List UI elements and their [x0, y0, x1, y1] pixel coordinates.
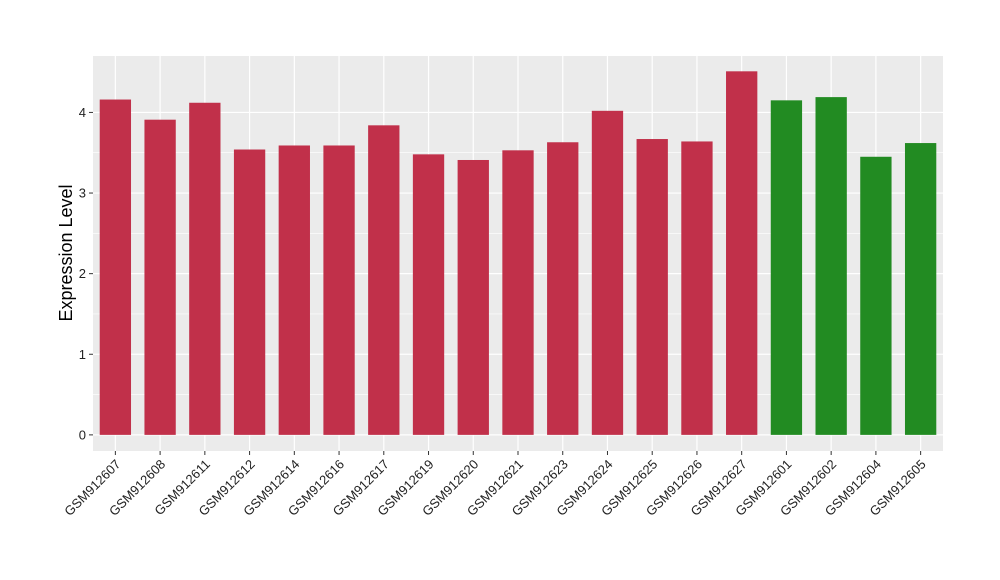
bar-GSM912616 — [323, 145, 355, 435]
bar-GSM912601 — [770, 100, 803, 435]
bar-GSM912623 — [547, 142, 579, 435]
y-tick-label: 0 — [79, 427, 86, 442]
bar-GSM912611 — [189, 102, 221, 435]
bar-GSM912614 — [278, 145, 310, 435]
x-axis: GSM912607GSM912608GSM912611GSM912612GSM9… — [61, 451, 929, 519]
y-axis-title: Expression Level — [56, 184, 76, 321]
bar-GSM912625 — [636, 139, 668, 435]
bar-GSM912619 — [412, 154, 445, 435]
bar-GSM912617 — [368, 125, 400, 435]
bar-GSM912626 — [681, 141, 713, 435]
bar-GSM912627 — [726, 71, 758, 435]
bar-GSM912602 — [815, 97, 847, 435]
y-axis: 0 1 2 3 4 — [79, 105, 93, 442]
bar-GSM912612 — [233, 149, 266, 435]
bar-GSM912624 — [591, 110, 624, 435]
bar-GSM912620 — [457, 159, 489, 435]
y-tick-label: 4 — [79, 105, 86, 120]
bars — [99, 71, 937, 435]
bar-GSM912605 — [904, 143, 937, 435]
bar-GSM912604 — [860, 156, 892, 435]
y-tick-label: 2 — [79, 266, 86, 281]
bar-GSM912608 — [144, 119, 176, 435]
bar-GSM912621 — [502, 150, 534, 435]
y-tick-label: 3 — [79, 186, 86, 201]
bar-GSM912607 — [99, 99, 132, 435]
y-tick-label: 1 — [79, 347, 86, 362]
